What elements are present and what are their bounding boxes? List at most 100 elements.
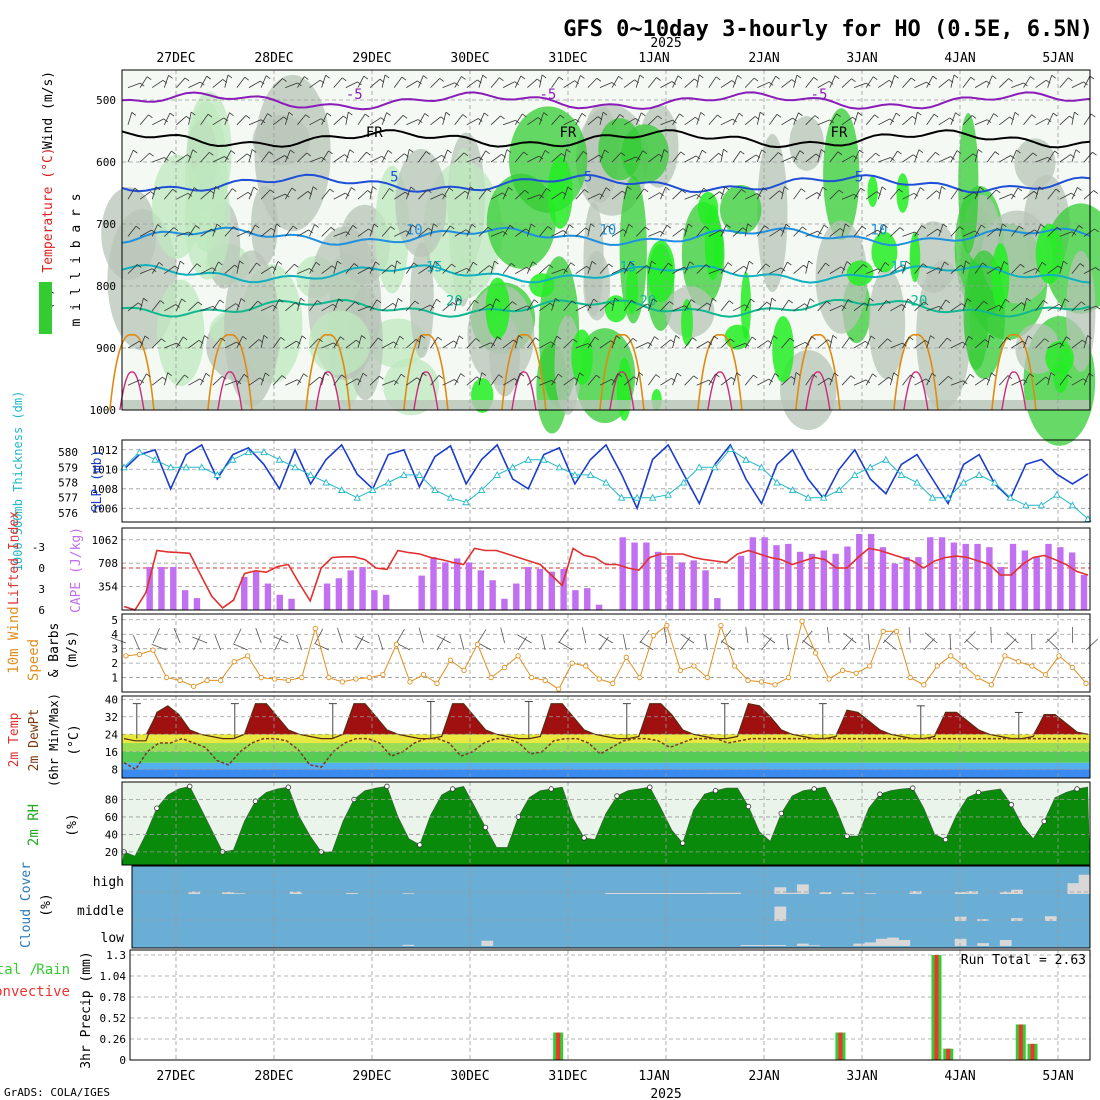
rh-patch bbox=[719, 185, 762, 235]
cloud-high-bar bbox=[233, 893, 246, 894]
wind-barb-flag bbox=[489, 303, 495, 308]
wind-barb-flag bbox=[825, 262, 830, 267]
wind-barb bbox=[999, 116, 1010, 126]
wind-barb bbox=[127, 187, 136, 200]
wind-barb bbox=[212, 261, 219, 274]
wind-barb bbox=[309, 376, 320, 386]
axis-label-minmax: (6hr Min/Max) bbox=[47, 693, 61, 787]
wind-barb bbox=[623, 338, 634, 349]
wind-barb bbox=[660, 187, 666, 200]
wind-barb-flag bbox=[728, 300, 734, 305]
thickness-series-point bbox=[524, 455, 533, 463]
wind-barb bbox=[769, 267, 782, 274]
surface-wind-barb bbox=[418, 627, 424, 644]
wind-barb bbox=[962, 374, 971, 386]
wind-barb bbox=[345, 378, 358, 386]
cloud-mid-bar bbox=[977, 919, 990, 921]
wind-barb bbox=[890, 188, 900, 200]
wind-barb bbox=[394, 191, 406, 200]
wind-barb bbox=[998, 223, 1003, 237]
wind-barb bbox=[442, 225, 451, 237]
wind-barb-flag bbox=[596, 77, 602, 82]
rh-patch bbox=[224, 250, 280, 407]
surface-wind-barb bbox=[786, 634, 789, 651]
wind-barb bbox=[1035, 376, 1046, 386]
wind-barb-flag bbox=[884, 262, 890, 266]
wind-barb bbox=[285, 379, 298, 386]
rh-patch bbox=[958, 112, 979, 254]
wind-barb-flag bbox=[138, 340, 144, 345]
wind-barb-flag bbox=[777, 152, 783, 156]
date-label-bottom: 30DEC bbox=[450, 1069, 489, 1084]
wind-barb bbox=[611, 298, 616, 311]
wind-barb-flag bbox=[427, 189, 432, 194]
wind-barb bbox=[756, 149, 763, 163]
surface-wind-barb bbox=[459, 634, 465, 651]
wind-barb-flag bbox=[680, 151, 685, 156]
wind-barb-flag bbox=[1052, 112, 1058, 117]
wind-barb bbox=[514, 75, 522, 88]
wind-barb bbox=[309, 186, 314, 200]
wind-barb bbox=[442, 340, 454, 349]
wind-barb bbox=[599, 82, 613, 88]
wind-barb bbox=[515, 228, 526, 237]
wind-barb-flag bbox=[558, 76, 564, 81]
wind-barb-flag bbox=[692, 337, 697, 341]
wind-barb bbox=[151, 300, 161, 312]
wind-barb-flag bbox=[205, 373, 211, 377]
wind-barb bbox=[1011, 149, 1017, 163]
wind-barb bbox=[781, 79, 792, 88]
wind-barb-flag bbox=[748, 260, 754, 265]
wind-barb bbox=[188, 225, 196, 237]
cape-bar bbox=[1080, 574, 1088, 610]
wind-barb-flag bbox=[324, 372, 330, 376]
wind-barb-flag bbox=[536, 375, 541, 380]
wind-barb-flag bbox=[1077, 187, 1082, 191]
wind-barb-flag bbox=[240, 298, 246, 302]
wind-barb bbox=[466, 262, 474, 274]
wind-barb-flag bbox=[300, 297, 305, 302]
wind-barb bbox=[853, 302, 865, 312]
wind-barb bbox=[829, 113, 837, 126]
wind-barb-flag bbox=[251, 149, 257, 153]
wind-barb-flag bbox=[889, 118, 895, 123]
wind-barb-flag bbox=[530, 223, 536, 228]
wind-barb-flag bbox=[422, 372, 427, 377]
wind-barb-flag bbox=[671, 81, 677, 85]
wind-barb-flag bbox=[475, 338, 480, 342]
wind-barb bbox=[236, 191, 249, 200]
wind-barb bbox=[333, 374, 342, 386]
wind-barb bbox=[587, 374, 597, 386]
wind-speed-point bbox=[650, 633, 656, 639]
wind-barb bbox=[212, 299, 221, 312]
wind-barb-flag bbox=[1093, 190, 1098, 194]
thickness-series-point bbox=[695, 463, 704, 471]
wind-barb-flag bbox=[454, 379, 459, 383]
wind-barb bbox=[369, 299, 378, 312]
wind-barb-flag bbox=[690, 299, 696, 303]
rh-point bbox=[910, 785, 916, 791]
wind-barb-flag bbox=[643, 188, 649, 193]
thickness-series-point bbox=[866, 463, 875, 471]
tick-label: 32 bbox=[105, 711, 118, 724]
wind-barb bbox=[442, 112, 447, 125]
surface-wind-barb bbox=[436, 635, 451, 644]
wind-barb bbox=[1035, 224, 1042, 237]
wind-barb bbox=[297, 373, 304, 386]
wind-barb bbox=[139, 373, 147, 386]
wind-barb bbox=[176, 336, 184, 349]
wind-barb bbox=[309, 224, 315, 237]
wind-barb-flag bbox=[175, 304, 180, 308]
wind-barb-flag bbox=[402, 114, 408, 119]
wind-barb bbox=[829, 75, 836, 88]
wind-barb bbox=[381, 341, 394, 349]
wind-barb-flag bbox=[161, 338, 166, 343]
rh-point bbox=[449, 786, 456, 792]
wind-barb bbox=[914, 301, 925, 312]
wind-speed-point bbox=[1002, 653, 1008, 659]
thickness-series-point bbox=[431, 486, 439, 494]
thickness-series-point bbox=[742, 455, 750, 463]
cape-frame bbox=[121, 527, 1091, 611]
rh-point bbox=[482, 824, 489, 831]
